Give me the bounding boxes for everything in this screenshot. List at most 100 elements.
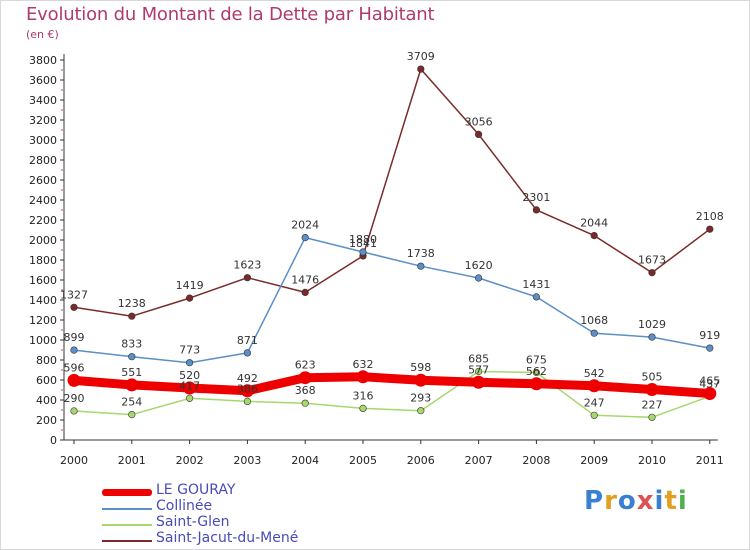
data-point bbox=[590, 411, 598, 419]
data-point bbox=[475, 130, 483, 138]
data-label: 2044 bbox=[580, 217, 608, 230]
data-label: 623 bbox=[295, 359, 316, 372]
data-label: 3056 bbox=[465, 115, 493, 128]
data-point bbox=[590, 329, 598, 337]
data-label: 551 bbox=[121, 366, 142, 379]
y-tick-label: 2400 bbox=[29, 194, 57, 207]
data-label: 492 bbox=[237, 372, 258, 385]
series-line bbox=[69, 372, 715, 398]
data-point bbox=[301, 288, 309, 297]
y-tick-label: 2800 bbox=[29, 154, 57, 167]
data-label: 520 bbox=[179, 369, 200, 382]
data-label: 1738 bbox=[407, 247, 435, 260]
y-tick-label: 1600 bbox=[29, 274, 57, 287]
data-point bbox=[243, 349, 251, 357]
chart-title: Evolution du Montant de la Dette par Hab… bbox=[26, 4, 435, 25]
data-point bbox=[356, 370, 370, 384]
data-label: 227 bbox=[642, 398, 663, 411]
data-label: 2108 bbox=[696, 210, 724, 223]
x-tick-label: 2001 bbox=[118, 454, 146, 467]
data-point bbox=[706, 344, 714, 352]
data-label: 685 bbox=[468, 353, 489, 366]
x-tick-label: 2009 bbox=[580, 454, 608, 467]
logo-letter: t bbox=[664, 486, 678, 516]
legend-swatch bbox=[102, 489, 152, 496]
x-tick-label: 2011 bbox=[696, 454, 724, 467]
data-label: 1673 bbox=[638, 254, 666, 267]
y-tick-label: 600 bbox=[36, 374, 57, 387]
data-label: 316 bbox=[353, 389, 374, 402]
logo-letter: o bbox=[617, 486, 637, 516]
data-point bbox=[183, 381, 197, 395]
y-tick-label: 3200 bbox=[29, 114, 57, 127]
data-label: 1419 bbox=[176, 279, 204, 292]
y-tick-label: 3000 bbox=[29, 134, 57, 147]
y-tick-label: 800 bbox=[36, 354, 57, 367]
data-label: 899 bbox=[64, 331, 85, 344]
data-label: 598 bbox=[410, 361, 431, 374]
data-point bbox=[359, 248, 367, 256]
data-point bbox=[240, 384, 254, 398]
logo-letter: i bbox=[654, 486, 665, 516]
logo-letter: i bbox=[677, 486, 688, 516]
data-point bbox=[125, 378, 139, 392]
data-label: 3709 bbox=[407, 50, 435, 63]
legend-label: Collinée bbox=[156, 498, 213, 514]
y-tick-label: 0 bbox=[50, 434, 57, 447]
data-label: 1623 bbox=[233, 259, 261, 272]
data-label: 293 bbox=[410, 392, 431, 405]
data-point bbox=[529, 377, 543, 391]
data-point bbox=[648, 269, 656, 277]
data-label: 1068 bbox=[580, 314, 608, 327]
data-point bbox=[186, 394, 194, 402]
data-point bbox=[645, 383, 659, 396]
y-tick-label: 1800 bbox=[29, 254, 57, 267]
data-label: 1238 bbox=[118, 297, 146, 310]
x-tick-label: 2004 bbox=[291, 454, 319, 467]
y-tick-label: 200 bbox=[36, 414, 57, 427]
data-label: 833 bbox=[121, 338, 142, 351]
y-tick-label: 2600 bbox=[29, 174, 57, 187]
legend-label: Saint-Jacut-du-Mené bbox=[156, 530, 299, 546]
data-label: 773 bbox=[179, 344, 200, 357]
data-label: 465 bbox=[699, 375, 720, 388]
data-point bbox=[128, 411, 136, 419]
data-point bbox=[70, 407, 78, 415]
logo-letter: x bbox=[636, 486, 655, 516]
data-label: 1476 bbox=[291, 273, 319, 286]
series-line bbox=[73, 236, 711, 364]
data-point bbox=[298, 371, 312, 385]
data-point bbox=[186, 294, 194, 302]
data-point bbox=[472, 375, 486, 389]
data-point bbox=[417, 65, 425, 73]
data-point bbox=[703, 387, 717, 400]
data-point bbox=[67, 373, 81, 387]
data-point bbox=[475, 274, 483, 282]
data-point bbox=[648, 413, 656, 421]
data-point bbox=[532, 368, 541, 377]
data-point bbox=[706, 225, 714, 233]
data-label: 596 bbox=[64, 361, 85, 374]
data-point bbox=[648, 333, 656, 341]
x-tick-label: 2007 bbox=[465, 454, 493, 467]
x-tick-label: 2000 bbox=[60, 454, 88, 467]
y-tick-label: 1200 bbox=[29, 314, 57, 327]
legend-swatch bbox=[102, 524, 152, 526]
data-point bbox=[532, 293, 541, 301]
chart-unit: (en €) bbox=[26, 28, 59, 41]
y-tick-label: 3400 bbox=[29, 94, 57, 107]
data-label: 1620 bbox=[465, 259, 493, 272]
data-point bbox=[475, 367, 483, 376]
data-label: 290 bbox=[64, 392, 85, 405]
data-label: 1880 bbox=[349, 233, 377, 246]
data-label: 1841 bbox=[349, 237, 377, 250]
data-label: 1431 bbox=[522, 278, 550, 291]
y-tick-label: 3600 bbox=[29, 74, 57, 87]
data-point bbox=[70, 346, 78, 354]
series-line bbox=[73, 68, 711, 317]
line-chart: 0 200 400 600 800 1000 1200 1400 1600 1800 2000 220… bbox=[29, 50, 724, 467]
data-label: 386 bbox=[237, 382, 258, 395]
y-tick-label: 1400 bbox=[29, 294, 57, 307]
data-label: 505 bbox=[642, 371, 663, 384]
data-label: 247 bbox=[584, 396, 605, 409]
